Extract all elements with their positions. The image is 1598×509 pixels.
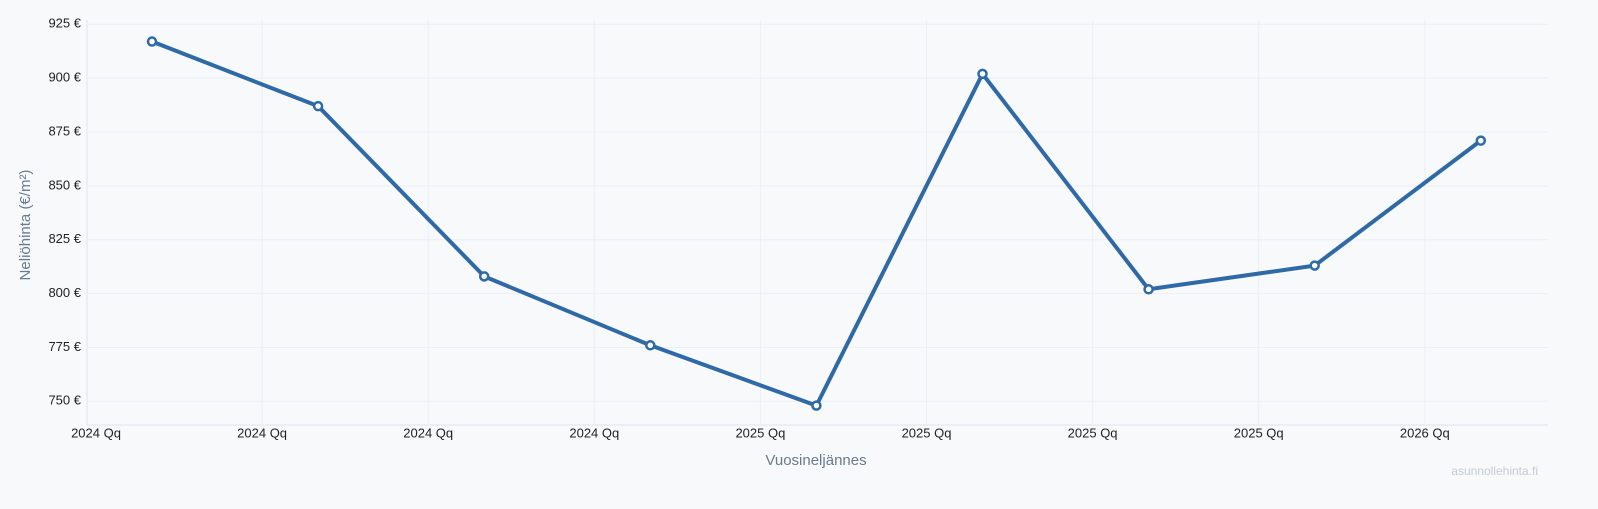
x-axis-title: Vuosineljännes xyxy=(765,452,866,469)
y-axis-title: Neliöhinta (€/m²) xyxy=(17,170,34,281)
marks xyxy=(146,36,1487,411)
point xyxy=(1143,284,1154,295)
point xyxy=(312,100,324,112)
x-tick-label: 2024 Qq xyxy=(237,425,287,440)
x-tick-label: 2025 Qq xyxy=(1234,425,1284,440)
y-tick-label: 750 € xyxy=(48,393,81,408)
watermark: asunnollehinta.fi xyxy=(1451,464,1538,478)
x-tick-label: 2024 Qq xyxy=(569,425,619,440)
point xyxy=(146,36,158,47)
point xyxy=(977,68,988,80)
y-tick-label: 900 € xyxy=(48,70,81,85)
y-tick-label: 875 € xyxy=(48,123,81,138)
x-tick-label: 2026 Qq xyxy=(1400,425,1450,440)
x-tick-label: 2025 Qq xyxy=(735,425,785,440)
point xyxy=(1309,260,1320,271)
y-tick-label: 850 € xyxy=(48,177,81,192)
x-tick-label: 2025 Qq xyxy=(1068,425,1118,440)
point xyxy=(645,340,656,351)
x-tick-label: 2024 Qq xyxy=(403,425,453,440)
y-tick-label: 925 € xyxy=(48,16,81,31)
point xyxy=(811,400,822,411)
x-tick-label: 2024 Qq xyxy=(71,425,121,440)
point xyxy=(478,271,490,282)
x-tick-label: 2025 Qq xyxy=(902,425,952,440)
y-tick-label: 775 € xyxy=(48,339,81,354)
point xyxy=(1475,135,1487,146)
y-tick-label: 825 € xyxy=(48,231,81,246)
y-tick-label: 800 € xyxy=(48,285,81,300)
